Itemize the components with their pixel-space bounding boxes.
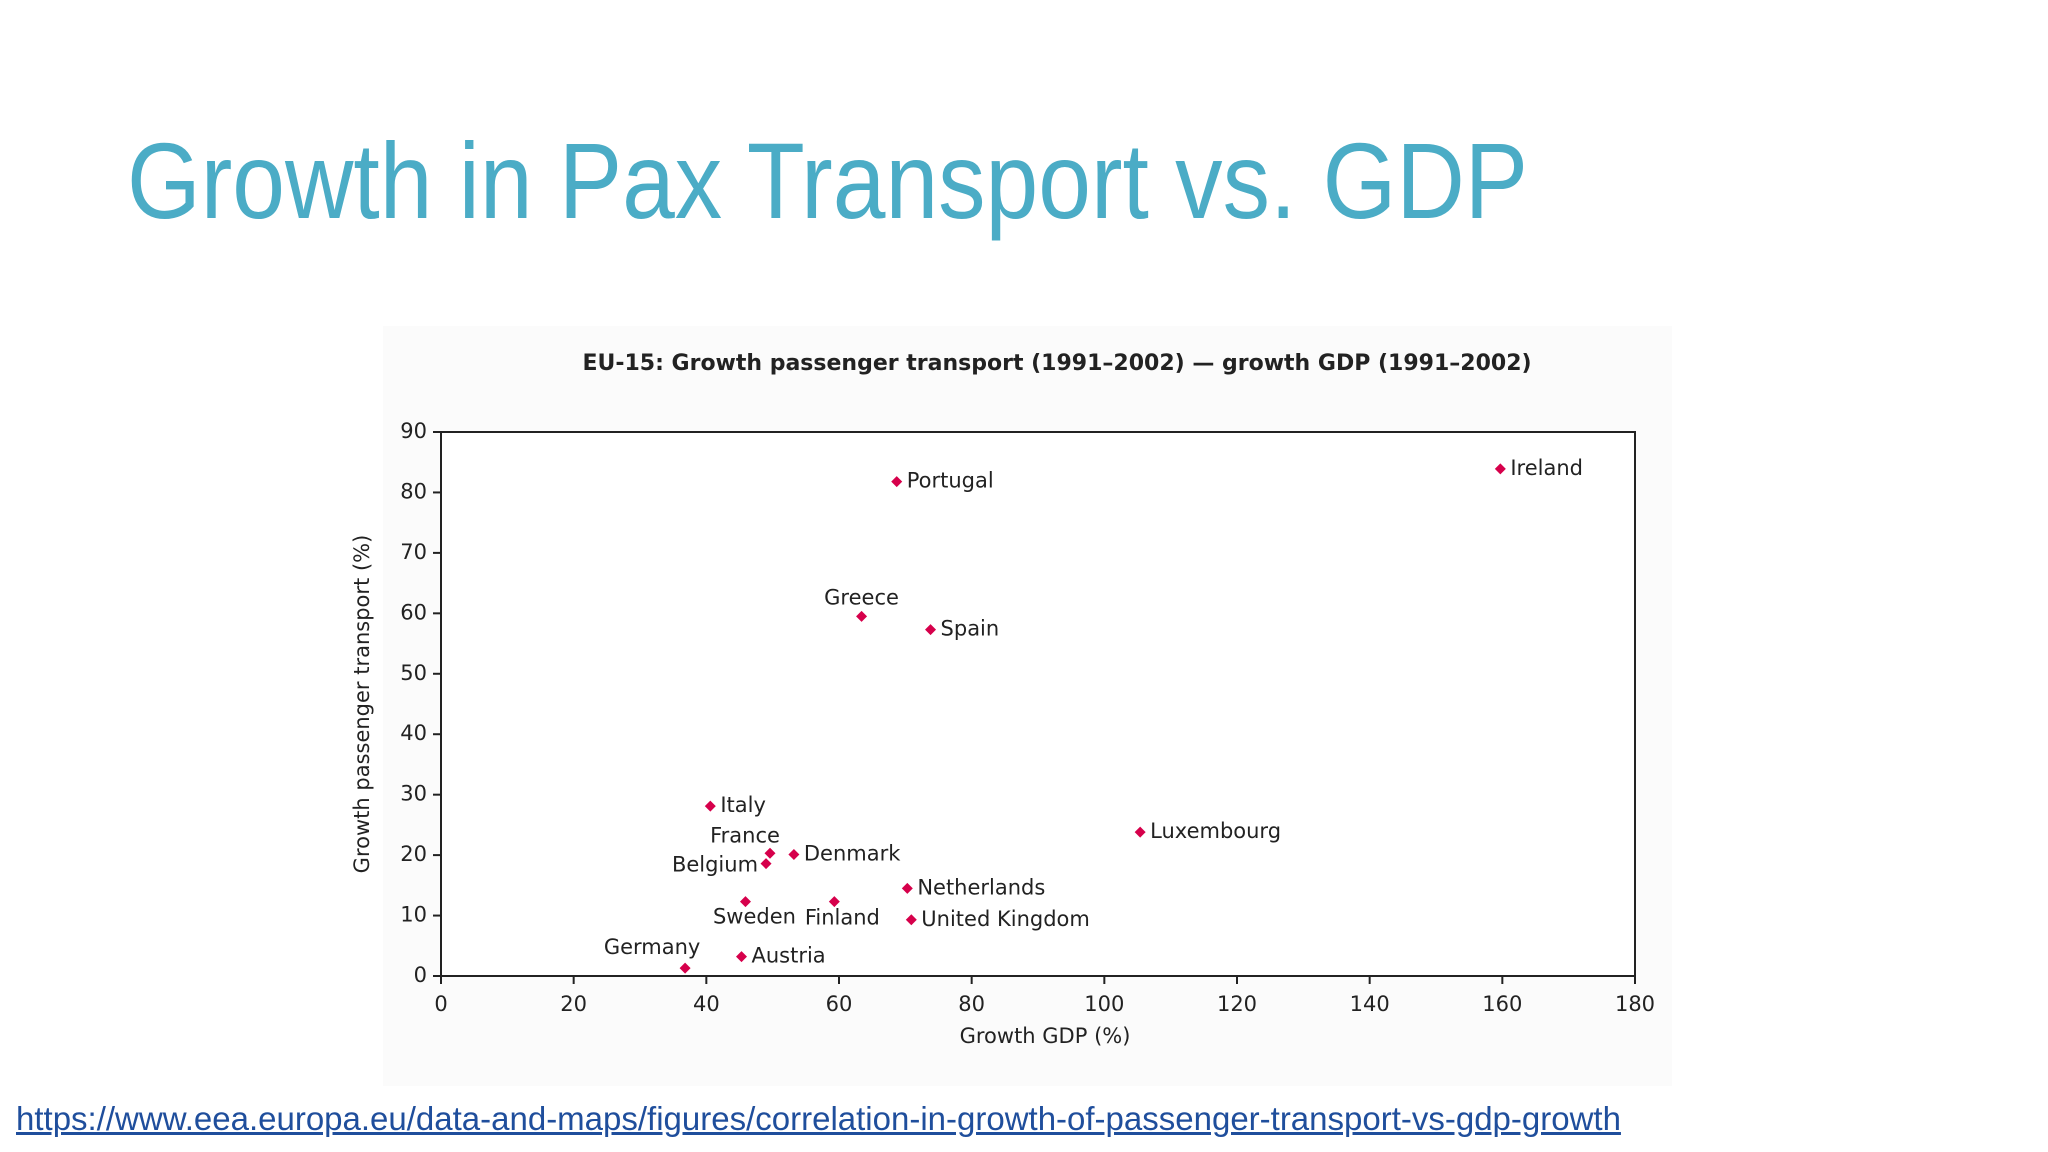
point-label: Belgium	[672, 853, 758, 877]
point-label: Ireland	[1510, 456, 1583, 480]
point-label: Portugal	[907, 469, 994, 493]
y-tick-label: 40	[400, 721, 427, 745]
point	[679, 962, 691, 974]
x-tick-label: 60	[826, 992, 853, 1016]
x-tick-label: 0	[434, 992, 447, 1016]
y-tick-label: 30	[400, 782, 427, 806]
point	[905, 914, 917, 926]
y-tick-label: 70	[400, 540, 427, 564]
y-tick-label: 60	[400, 600, 427, 624]
point	[764, 847, 776, 859]
y-tick-label: 10	[400, 903, 427, 927]
point-label: France	[710, 823, 780, 847]
x-tick-label: 120	[1217, 992, 1257, 1016]
point-label: Germany	[604, 935, 701, 959]
point-label: United Kingdom	[921, 907, 1090, 931]
point	[925, 624, 937, 636]
point	[788, 849, 800, 861]
point-label: Greece	[824, 585, 899, 609]
x-tick-label: 80	[958, 992, 985, 1016]
point-label: Netherlands	[917, 875, 1045, 899]
point	[735, 951, 747, 963]
chart-title: EU-15: Growth passenger transport (1991–…	[582, 351, 1531, 376]
y-tick-label: 50	[400, 661, 427, 685]
point-label: Finland	[805, 906, 880, 930]
point	[891, 476, 903, 488]
point-label: Italy	[720, 793, 766, 817]
point-label: Denmark	[804, 842, 901, 866]
chart: EU-15: Growth passenger transport (1991–…	[350, 351, 1655, 1048]
point-label: Austria	[751, 944, 825, 968]
point	[901, 882, 913, 894]
y-tick-label: 80	[400, 479, 427, 503]
point	[856, 610, 868, 622]
point	[760, 858, 772, 870]
point	[1134, 826, 1146, 838]
x-tick-label: 160	[1482, 992, 1522, 1016]
slide-title: Growth in Pax Transport vs. GDP	[127, 120, 1528, 241]
y-tick-label: 20	[400, 842, 427, 866]
plot-frame	[440, 431, 1636, 977]
point-label: Spain	[941, 617, 1000, 641]
y-tick-label: 0	[414, 963, 427, 987]
point-label: Luxembourg	[1150, 819, 1281, 843]
point	[739, 896, 751, 908]
x-tick-label: 20	[560, 992, 587, 1016]
x-tick-label: 100	[1084, 992, 1124, 1016]
x-tick-label: 40	[693, 992, 720, 1016]
y-tick-label: 90	[400, 419, 427, 443]
x-axis-label: Growth GDP (%)	[960, 1024, 1131, 1048]
x-tick-label: 140	[1350, 992, 1390, 1016]
y-axis-label: Growth passenger transport (%)	[350, 535, 374, 874]
point-label: Sweden	[713, 905, 796, 929]
point	[828, 896, 840, 908]
point	[704, 800, 716, 812]
source-link[interactable]: https://www.eea.europa.eu/data-and-maps/…	[16, 1100, 1621, 1137]
x-tick-label: 180	[1615, 992, 1655, 1016]
point	[1494, 463, 1506, 475]
